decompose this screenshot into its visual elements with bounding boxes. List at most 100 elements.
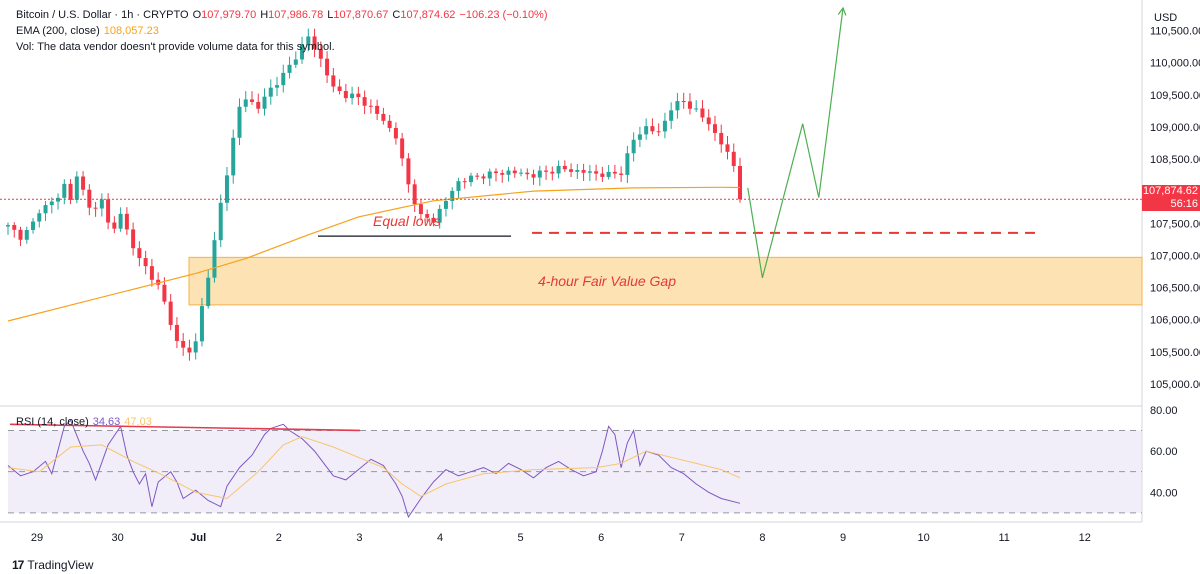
- time-tick-label: 11: [998, 532, 1009, 544]
- candle-body: [281, 72, 286, 86]
- candle-body: [318, 49, 323, 59]
- close-label: C: [392, 9, 401, 21]
- candle-body: [587, 171, 592, 173]
- time-tick-label: 9: [840, 532, 846, 544]
- candle-body: [18, 229, 23, 240]
- candle-body: [43, 205, 48, 214]
- brand-name: TradingView: [27, 558, 94, 572]
- candle-body: [387, 120, 392, 128]
- rsi-band-lines: [8, 429, 1142, 514]
- candle-body: [487, 171, 492, 179]
- time-tick-label: 10: [917, 532, 929, 544]
- symbol-header: Bitcoin / U.S. Dollar · 1h · CRYPTO O107,…: [16, 9, 552, 22]
- candle-body: [174, 324, 179, 341]
- candle-body: [656, 131, 661, 133]
- current-price-tag: 107,874.62: [1142, 185, 1200, 198]
- rsi-scale-ticks: 80.00 60.00 40.00: [1150, 405, 1178, 499]
- candle-body: [362, 97, 367, 106]
- footer-branding[interactable]: 17 TradingView: [12, 558, 93, 572]
- candle-body: [731, 151, 736, 167]
- candle-body: [575, 170, 580, 172]
- candle-body: [725, 144, 730, 152]
- rsi-tick-label: 80.00: [1150, 405, 1178, 417]
- projection-arrowhead-icon: [837, 6, 847, 16]
- candle-body: [675, 101, 680, 111]
- candle-body: [250, 99, 254, 102]
- tradingview-logo-icon: 17: [12, 558, 24, 572]
- candle-body: [37, 213, 42, 222]
- candle-body: [443, 201, 448, 209]
- price-tick-label: 107,500.00: [1150, 218, 1200, 230]
- candle-body: [500, 173, 505, 175]
- candle-body: [68, 183, 73, 200]
- candle-body: [412, 184, 417, 205]
- low-value: 107,870.67: [333, 9, 389, 21]
- candle-body: [62, 183, 67, 198]
- time-tick-label: 4: [437, 532, 443, 544]
- candle-body: [49, 201, 54, 206]
- high-value: 107,986.78: [268, 9, 324, 21]
- candle-body: [112, 222, 117, 229]
- rsi-ma-value: 47.03: [124, 416, 152, 428]
- ema-value: 108,057.23: [103, 25, 159, 37]
- candle-body: [544, 170, 549, 172]
- candle-body: [106, 199, 111, 223]
- ema-200-line: [7, 186, 741, 322]
- candle-body: [181, 340, 186, 348]
- time-tick-label: 30: [111, 532, 123, 544]
- candle-body: [224, 175, 229, 203]
- candle-body: [87, 189, 92, 208]
- candle-body: [124, 213, 129, 230]
- currency-label[interactable]: USD: [1154, 12, 1178, 24]
- candle-body: [637, 134, 642, 140]
- time-scale-ticks: 29 30 Jul 2 3 4 5 6 7 8 9 10 11 12: [31, 532, 1091, 544]
- candle-body: [581, 170, 586, 173]
- candle-body: [406, 158, 411, 185]
- candle-body: [168, 301, 173, 325]
- candle-body: [81, 176, 86, 190]
- candle-body: [612, 171, 617, 174]
- candle-body: [218, 202, 223, 241]
- candle-body: [331, 75, 336, 87]
- candle-body: [143, 258, 148, 267]
- time-tick-label: 8: [759, 532, 765, 544]
- candle-body: [537, 170, 542, 178]
- volume-legend[interactable]: Vol: The data vendor doesn't provide vol…: [16, 41, 339, 54]
- candle-body: [118, 213, 123, 229]
- candle-body: [368, 105, 373, 107]
- candle-body: [418, 204, 423, 215]
- ema-label: EMA (200, close): [16, 25, 100, 37]
- ema-legend[interactable]: EMA (200, close) 108,057.23: [16, 25, 163, 38]
- candle-body: [199, 306, 204, 342]
- candle-body: [525, 172, 530, 175]
- fair-value-gap-zone[interactable]: [188, 256, 1143, 306]
- candle-body: [12, 225, 17, 230]
- candle-body: [93, 207, 98, 209]
- candle-body: [425, 214, 430, 218]
- candle-body: [24, 229, 29, 240]
- candle-body: [475, 175, 480, 177]
- candle-body: [212, 240, 217, 278]
- price-tick-label: 108,500.00: [1150, 154, 1200, 166]
- candle-body: [694, 108, 699, 110]
- candle-body: [262, 96, 267, 109]
- candle-body: [494, 171, 498, 174]
- projection-path[interactable]: [747, 7, 844, 279]
- candle-body: [606, 171, 611, 177]
- candle-body: [625, 153, 630, 175]
- candle-body: [243, 99, 248, 107]
- candle-body: [231, 137, 236, 176]
- candle-body: [662, 120, 667, 132]
- time-tick-label: 5: [518, 532, 524, 544]
- candle-body: [650, 126, 655, 132]
- candle-body: [594, 171, 599, 174]
- time-tick-label: 3: [356, 532, 362, 544]
- rsi-divergence-trendline[interactable]: [9, 423, 361, 432]
- candle-body: [375, 105, 380, 114]
- candle-body: [99, 199, 104, 209]
- rsi-legend[interactable]: RSI (14, close) 34.63 47.03: [16, 416, 156, 429]
- candle-body: [287, 64, 292, 73]
- candle-body: [700, 108, 705, 118]
- candle-body: [550, 171, 555, 174]
